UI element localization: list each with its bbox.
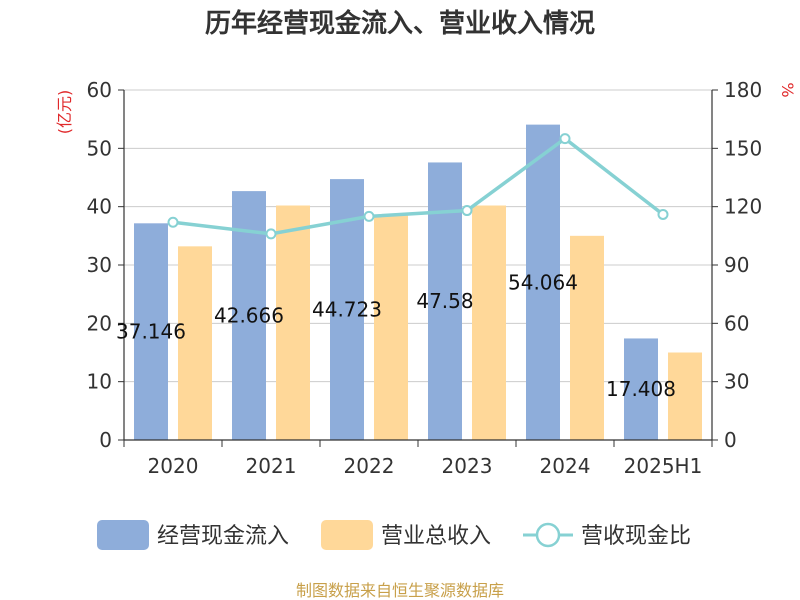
right-tick-label: 30 [724,370,749,394]
axes: 0 10 20 30 40 50 60 0 30 60 90 120 150 180 2020 2021 202… [87,78,763,478]
bar-cash-inflow [428,162,462,440]
legend-label-cash-inflow: 经营现金流入 [157,524,289,549]
source-footer: 制图数据来自恒生聚源数据库 [296,581,504,600]
right-tick-label: 120 [724,195,762,219]
bar-revenue [668,352,702,440]
data-label-cash-inflow: 17.408 [606,377,676,401]
bar-revenue [178,246,212,440]
bar-revenue [276,205,310,440]
data-label-cash-inflow: 47.58 [416,289,473,313]
left-axis-unit: (亿元) [55,90,74,135]
data-labels: 37.146 42.666 44.723 47.58 54.064 17.408 [116,270,676,401]
right-axis-unit: % [778,82,797,97]
chart-title: 历年经营现金流入、营业收入情况 [205,8,595,39]
ratio-point [265,228,277,240]
left-tick-label: 60 [87,78,112,102]
ratio-point [461,205,473,217]
x-tick-label: 2022 [344,454,395,478]
left-tick-label: 0 [99,428,112,452]
ratio-point [363,210,375,222]
bar-cash-inflow [134,223,168,440]
right-tick-label: 60 [724,311,749,335]
x-tick-label: 2024 [540,454,591,478]
bar-revenue [374,215,408,440]
right-tick-label: 0 [724,428,737,452]
right-tick-label: 180 [724,78,762,102]
ratio-line [167,133,669,240]
left-tick-label: 10 [87,370,112,394]
bar-cash-inflow [624,338,658,440]
ratio-point [657,208,669,220]
data-label-cash-inflow: 54.064 [508,270,578,294]
bar-revenue [472,205,506,440]
ratio-point [167,216,179,228]
right-tick-label: 150 [724,136,762,160]
ratio-point [559,133,571,145]
legend-label-revenue: 营业总收入 [381,524,491,549]
data-label-cash-inflow: 42.666 [214,304,284,328]
left-tick-label: 30 [87,253,112,277]
legend-swatch-ratio-marker [535,522,561,548]
left-tick-label: 20 [87,311,112,335]
x-tick-label: 2021 [246,454,297,478]
bar-revenue [570,235,604,440]
x-tick-label: 2025H1 [624,454,703,478]
data-label-cash-inflow: 37.146 [116,320,186,344]
left-tick-label: 50 [87,136,112,160]
legend-label-ratio: 营收现金比 [581,524,691,549]
legend-swatch-revenue [321,520,373,550]
bar-cash-inflow [526,124,560,441]
data-label-cash-inflow: 44.723 [312,298,382,322]
legend-swatch-cash-inflow [97,520,149,550]
left-tick-label: 40 [87,195,112,219]
legend: 经营现金流入 营业总收入 营收现金比 [97,520,691,550]
x-tick-label: 2023 [442,454,493,478]
grid [124,89,712,383]
right-tick-label: 90 [724,253,749,277]
x-tick-label: 2020 [148,454,199,478]
ratio-line-path [172,136,665,236]
